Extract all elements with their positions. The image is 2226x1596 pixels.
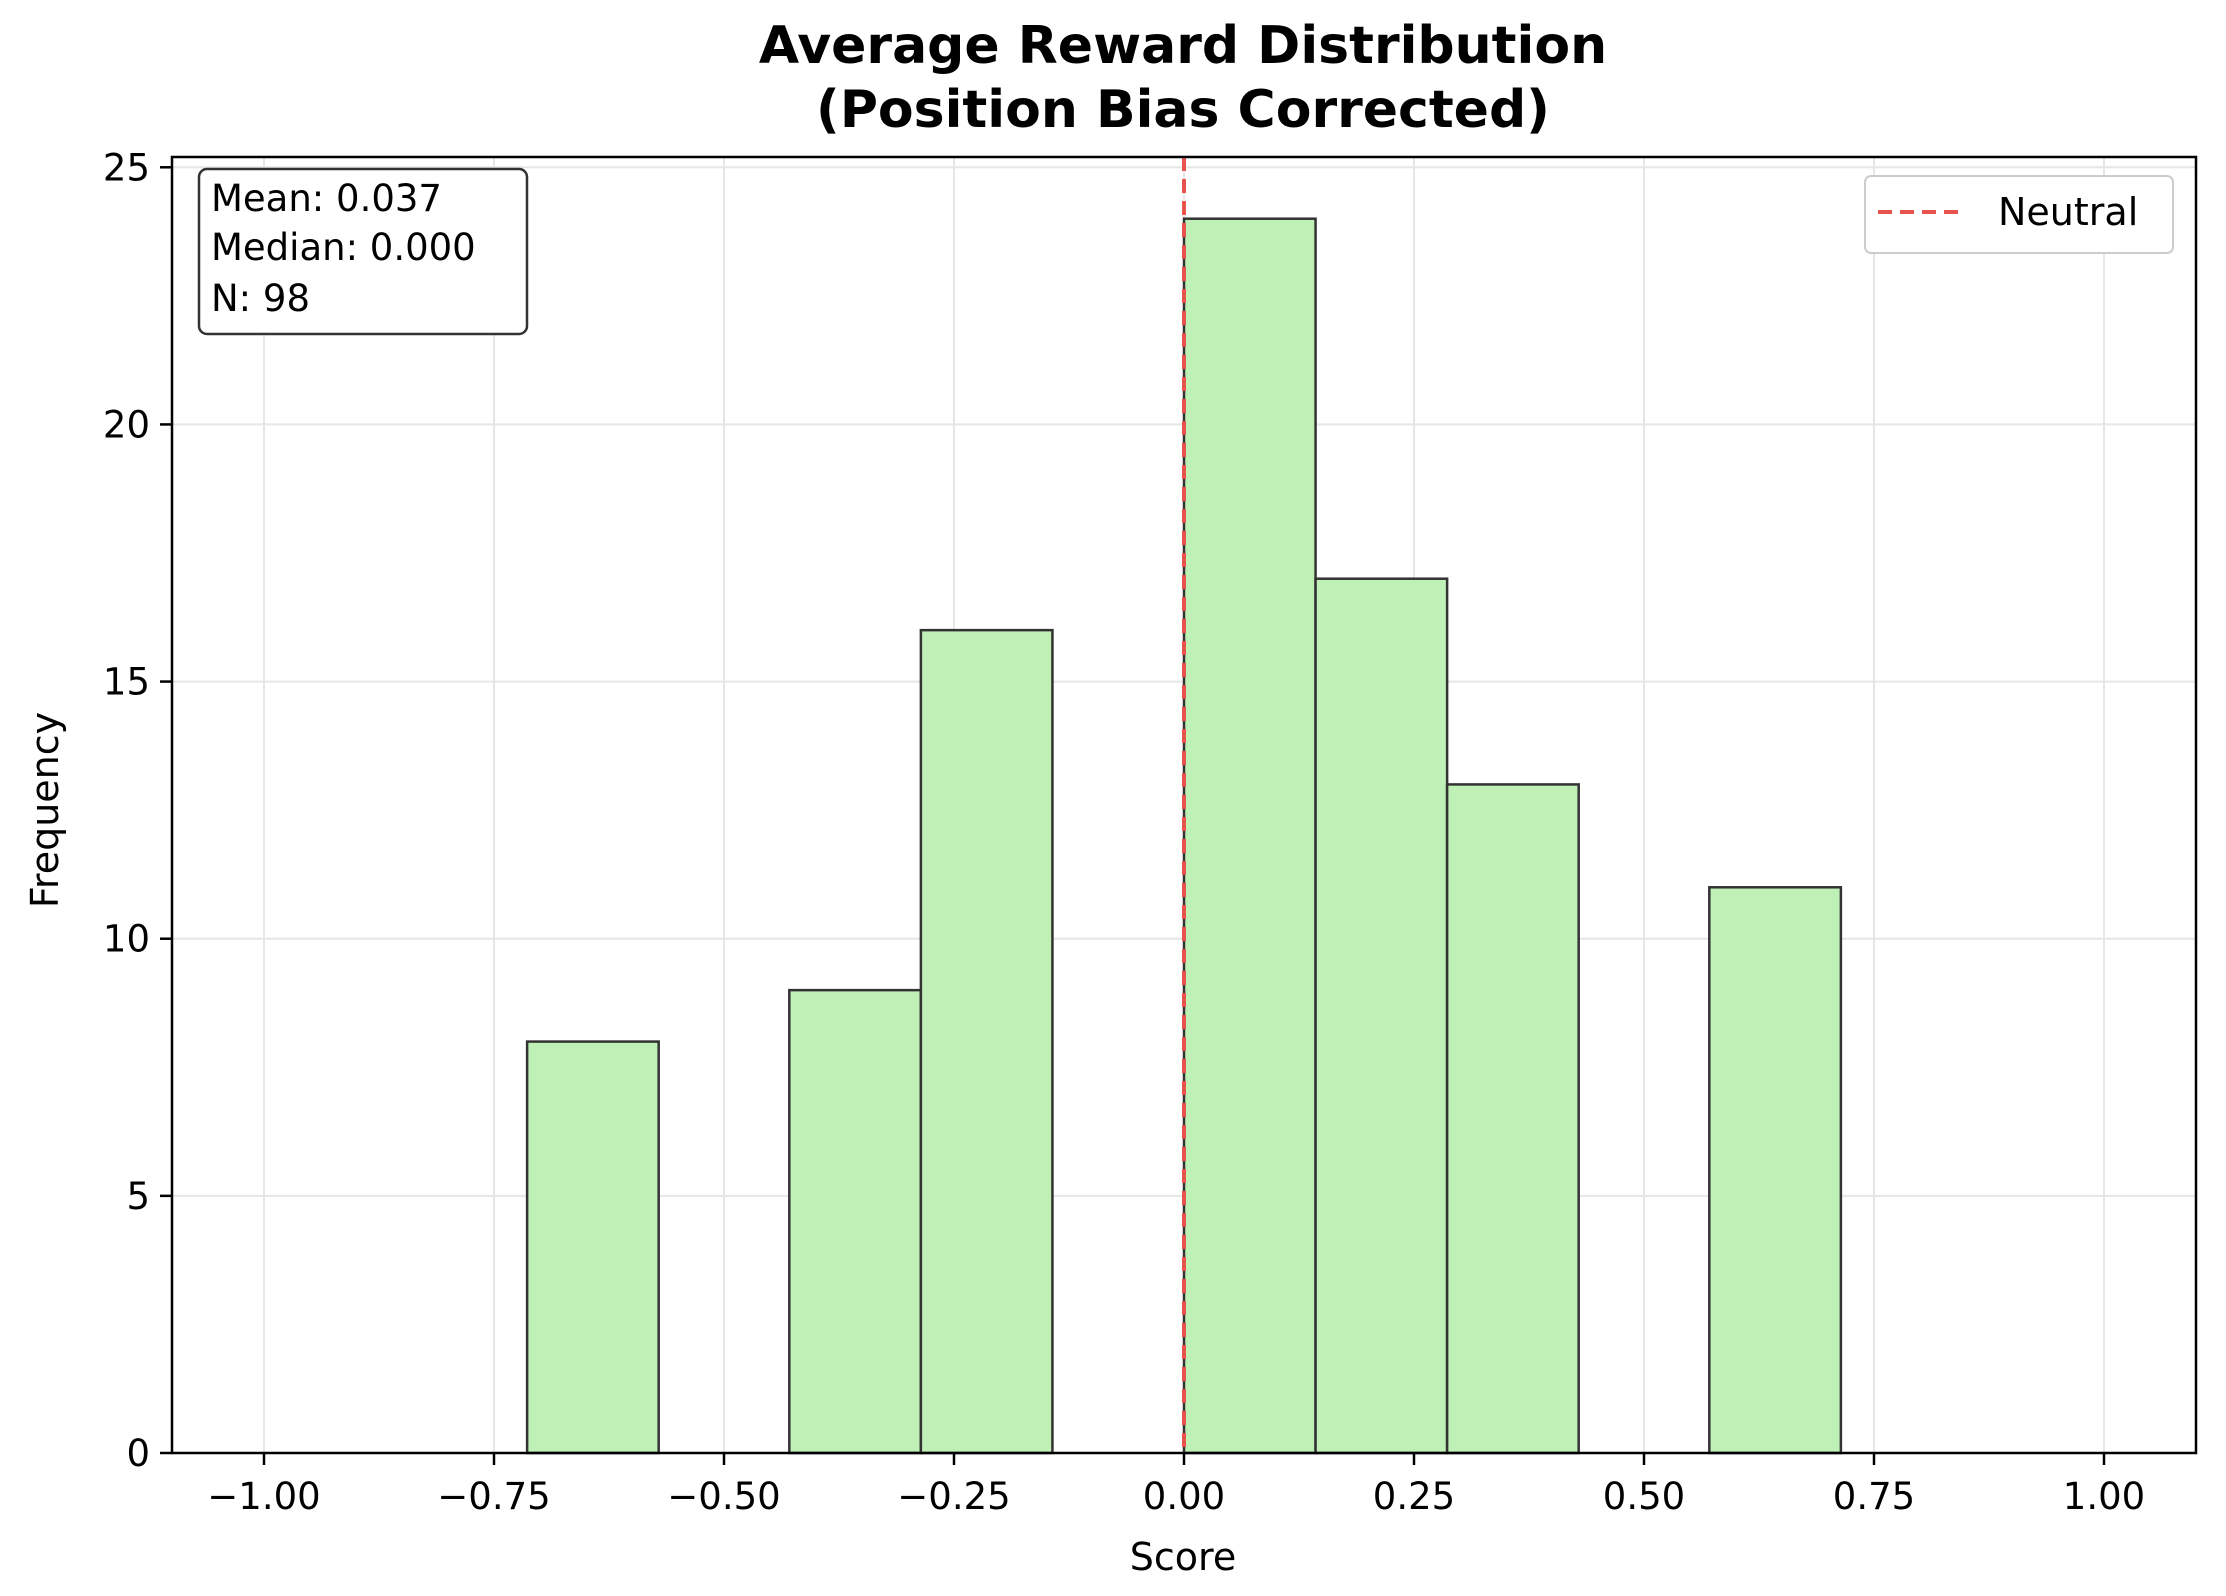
histogram-bar-2 <box>919 628 1054 1455</box>
x-tick-label-7: 0.75 <box>1833 1475 1915 1518</box>
legend: Neutral <box>1864 175 2174 254</box>
y-axis-label: Frequency <box>23 712 67 908</box>
histogram-bar-5 <box>1445 783 1580 1455</box>
chart-title-line-2: (Position Bias Corrected) <box>816 80 1550 140</box>
legend-label-neutral: Neutral <box>1998 190 2138 234</box>
y-tick-label-3: 15 <box>103 661 150 704</box>
y-tick-label-4: 20 <box>103 403 150 446</box>
legend-frame <box>1864 175 2174 254</box>
stats-mean: Mean: 0.037 <box>211 177 442 220</box>
stats-box: Mean: 0.037 Median: 0.000 N: 98 <box>197 167 529 336</box>
y-tick-label-0: 0 <box>126 1432 150 1475</box>
x-tick-label-6: 0.50 <box>1603 1475 1685 1518</box>
x-tick-label-5: 0.25 <box>1373 1475 1455 1518</box>
x-tick-label-1: −0.75 <box>437 1475 550 1518</box>
y-tick-label-1: 5 <box>126 1175 150 1218</box>
x-axis-ticks: −1.00 −0.75 −0.50 −0.25 0.00 0.25 0.50 0.75 1.00 <box>207 1453 2145 1518</box>
chart-title-line-1: Average Reward Distribution <box>759 16 1607 76</box>
stats-box-frame <box>197 167 529 336</box>
y-tick-label-5: 25 <box>103 146 150 189</box>
x-axis-label: Score <box>1130 1535 1236 1579</box>
histogram-bar-3 <box>1182 217 1317 1455</box>
x-tick-label-8: 1.00 <box>2063 1475 2145 1518</box>
histogram-bar-0 <box>525 1040 660 1455</box>
stats-count: N: 98 <box>211 277 310 320</box>
y-tick-label-2: 10 <box>103 918 150 961</box>
y-axis-ticks: 0 5 10 15 20 25 <box>103 146 172 1475</box>
histogram-bar-6 <box>1708 886 1843 1455</box>
x-tick-label-3: −0.25 <box>897 1475 1010 1518</box>
histogram-bar-1 <box>788 988 923 1455</box>
x-tick-label-4: 0.00 <box>1143 1475 1225 1518</box>
histogram-bar-4 <box>1314 577 1449 1455</box>
x-tick-label-2: −0.50 <box>667 1475 780 1518</box>
histogram-bars <box>525 217 1843 1455</box>
stats-median: Median: 0.000 <box>211 226 476 269</box>
x-tick-label-0: −1.00 <box>207 1475 320 1518</box>
